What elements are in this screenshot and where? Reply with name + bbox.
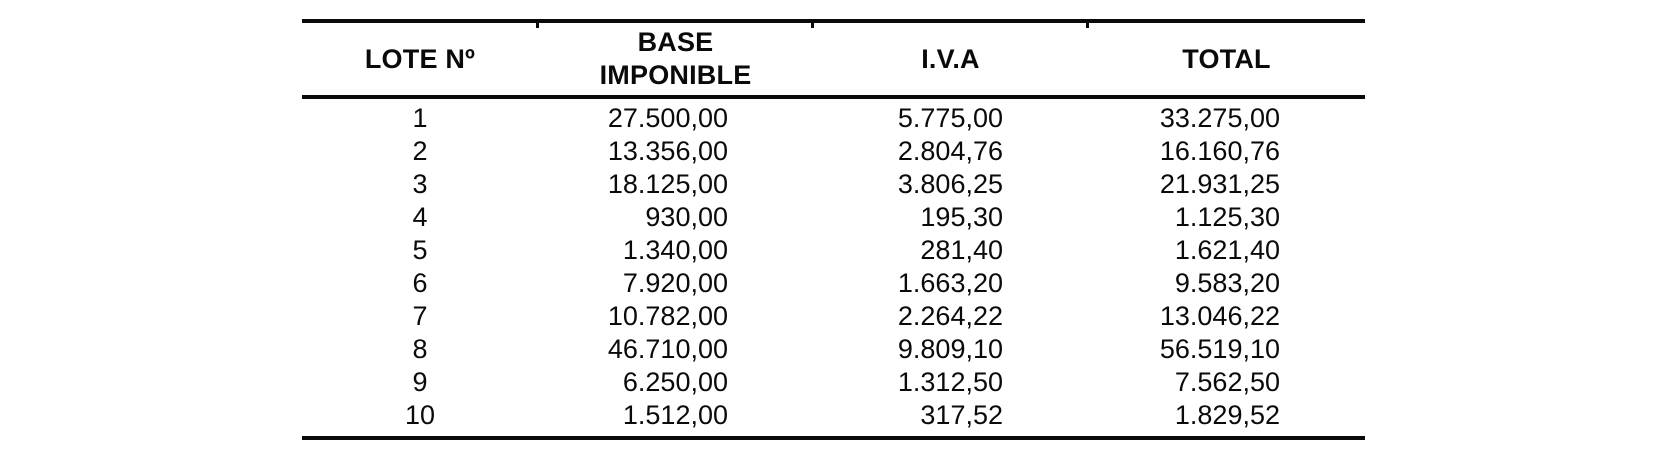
- table-row: 5 1.340,00 281,40 1.621,40: [302, 234, 1365, 267]
- cell-total: 13.046,22: [1159, 301, 1280, 331]
- cell-lote: 5: [412, 235, 428, 265]
- cell-iva: 2.264,22: [897, 301, 1003, 331]
- table-row: 1 27.500,00 5.775,00 33.275,00: [302, 97, 1365, 135]
- cell-base-imponible: 1.340,00: [622, 235, 728, 265]
- cell-iva: 317,52: [920, 400, 1003, 430]
- column-divider-tick: [1086, 23, 1089, 28]
- cell-base-imponible: 13.356,00: [607, 136, 728, 166]
- cell-base-imponible: 27.500,00: [607, 103, 728, 133]
- header-cell-lote: LOTE Nº: [302, 21, 538, 99]
- cell-iva: 195,30: [920, 202, 1003, 232]
- cell-iva: 9.809,10: [897, 334, 1003, 364]
- table-header: LOTE Nº BASE IMPONIBLE I.V.A TOTAL: [302, 21, 1365, 99]
- cell-base-imponible: 930,00: [645, 202, 728, 232]
- cell-iva: 281,40: [920, 235, 1003, 265]
- cell-lote: 2: [412, 136, 428, 166]
- header-cell-iva: I.V.A: [813, 21, 1088, 99]
- cell-base-imponible: 6.250,00: [622, 367, 728, 397]
- cell-total: 21.931,25: [1159, 169, 1280, 199]
- cell-total: 7.562,50: [1174, 367, 1280, 397]
- header-cell-base-imponible: BASE IMPONIBLE: [538, 21, 813, 99]
- cell-lote: 10: [404, 400, 436, 430]
- cell-lote: 9: [412, 367, 428, 397]
- cell-base-imponible: 10.782,00: [607, 301, 728, 331]
- cell-base-imponible: 18.125,00: [607, 169, 728, 199]
- cell-lote: 7: [412, 301, 428, 331]
- table: LOTE Nº BASE IMPONIBLE I.V.A TOTAL 1 27.…: [302, 19, 1365, 440]
- header-cell-total: TOTAL: [1088, 21, 1365, 99]
- cell-total: 33.275,00: [1159, 103, 1280, 133]
- cell-base-imponible: 7.920,00: [622, 268, 728, 298]
- lots-tax-table: LOTE Nº BASE IMPONIBLE I.V.A TOTAL 1 27.…: [302, 19, 1365, 440]
- table-row: 3 18.125,00 3.806,25 21.931,25: [302, 168, 1365, 201]
- cell-lote: 3: [412, 169, 428, 199]
- cell-total: 1.621,40: [1174, 235, 1280, 265]
- cell-total: 56.519,10: [1159, 334, 1280, 364]
- cell-base-imponible: 46.710,00: [607, 334, 728, 364]
- cell-total: 9.583,20: [1174, 268, 1280, 298]
- cell-iva: 3.806,25: [897, 169, 1003, 199]
- table-row: 6 7.920,00 1.663,20 9.583,20: [302, 267, 1365, 300]
- cell-total: 1.125,30: [1174, 202, 1280, 232]
- table-row: 7 10.782,00 2.264,22 13.046,22: [302, 300, 1365, 333]
- cell-lote: 1: [412, 103, 428, 133]
- cell-iva: 1.663,20: [897, 268, 1003, 298]
- table-row: 8 46.710,00 9.809,10 56.519,10: [302, 333, 1365, 366]
- table-row: 4 930,00 195,30 1.125,30: [302, 201, 1365, 234]
- cell-iva: 1.312,50: [897, 367, 1003, 397]
- cell-lote: 4: [412, 202, 428, 232]
- table-row: 9 6.250,00 1.312,50 7.562,50: [302, 366, 1365, 399]
- cell-lote: 8: [412, 334, 428, 364]
- header-row: LOTE Nº BASE IMPONIBLE I.V.A TOTAL: [302, 21, 1365, 99]
- column-divider-tick: [536, 23, 539, 28]
- table-body: 1 27.500,00 5.775,00 33.275,00 2 13.356,…: [302, 97, 1365, 438]
- cell-iva: 5.775,00: [897, 103, 1003, 133]
- table-row: 10 1.512,00 317,52 1.829,52: [302, 399, 1365, 438]
- table-row: 2 13.356,00 2.804,76 16.160,76: [302, 135, 1365, 168]
- cell-total: 1.829,52: [1174, 400, 1280, 430]
- column-divider-tick: [811, 23, 814, 28]
- cell-iva: 2.804,76: [897, 136, 1003, 166]
- cell-total: 16.160,76: [1159, 136, 1280, 166]
- cell-lote: 6: [412, 268, 428, 298]
- cell-base-imponible: 1.512,00: [622, 400, 728, 430]
